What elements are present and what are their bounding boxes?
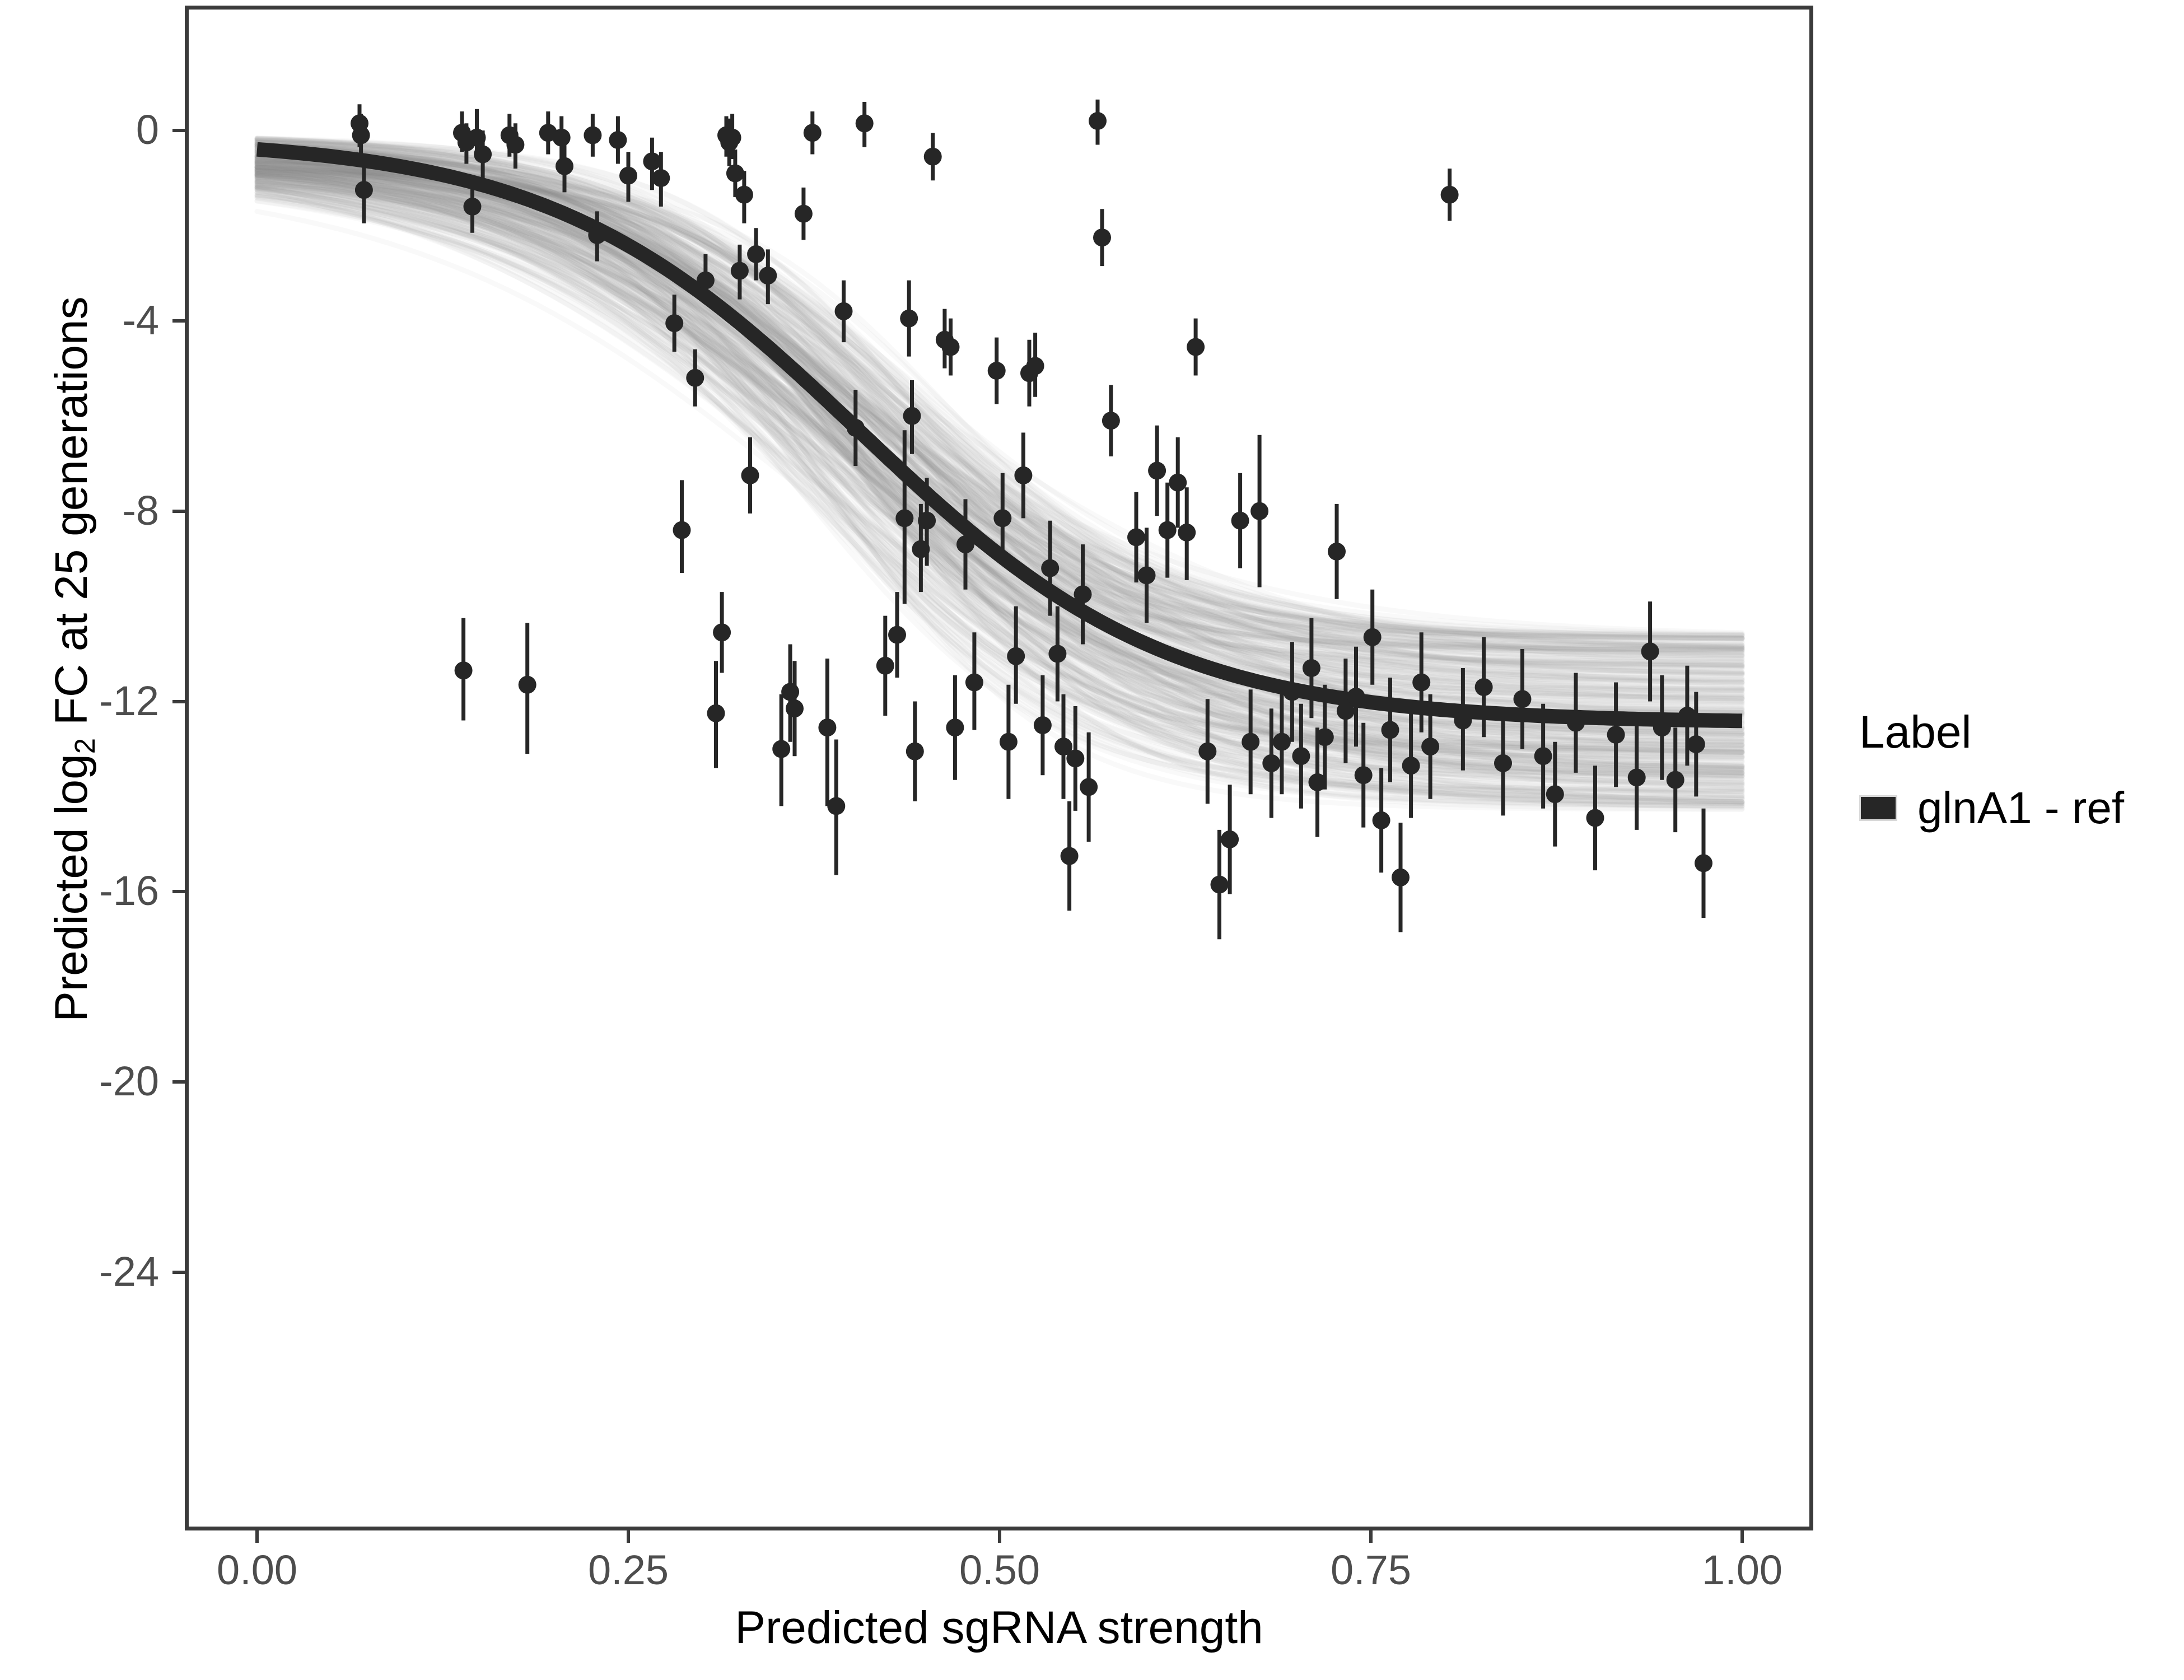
legend-key-swatch [1859, 795, 1897, 821]
y-tick-mark [172, 319, 185, 323]
x-axis-title: Predicted sgRNA strength [735, 1602, 1263, 1653]
legend-item-glna1-ref[interactable]: glnA1 - ref [1859, 784, 2173, 832]
legend: Label glnA1 - ref [1859, 707, 2173, 832]
x-tick-label: 0.00 [216, 1547, 298, 1593]
x-tick-label: 1.00 [1701, 1547, 1783, 1593]
y-tick-mark [172, 890, 185, 894]
x-tick-label: 0.50 [959, 1547, 1040, 1593]
y-tick-label: 0 [136, 106, 159, 153]
y-tick-label: -8 [122, 487, 159, 534]
y-axis-title: Predicted log2 FC at 25 generations [46, 267, 110, 1051]
x-tick-mark [1740, 1530, 1744, 1543]
x-tick-mark [998, 1530, 1001, 1543]
data-point-group [351, 112, 1712, 894]
x-tick-mark [627, 1530, 630, 1543]
legend-title: Label [1859, 707, 1972, 758]
y-tick-mark [172, 1080, 185, 1084]
y-tick-mark [172, 699, 185, 703]
posterior-draw-curves [254, 136, 1745, 812]
x-tick-label: 0.75 [1330, 1547, 1412, 1593]
y-tick-mark [172, 129, 185, 132]
plot-panel [185, 6, 1813, 1530]
y-tick-mark [172, 1271, 185, 1274]
y-tick-label: -4 [122, 296, 159, 343]
y-tick-label: -16 [99, 867, 159, 914]
fit-curve [256, 142, 1743, 729]
y-tick-label: -12 [99, 677, 159, 724]
y-axis-title-subscript: 2 [69, 738, 101, 754]
y-tick-mark [172, 509, 185, 513]
x-tick-mark [1369, 1530, 1373, 1543]
legend-item-label: glnA1 - ref [1917, 783, 2125, 833]
x-tick-label: 0.25 [587, 1547, 669, 1593]
plot-canvas [254, 99, 1745, 940]
x-tick-mark [255, 1530, 259, 1543]
y-tick-label: -24 [99, 1248, 159, 1295]
y-tick-label: -20 [99, 1058, 159, 1105]
